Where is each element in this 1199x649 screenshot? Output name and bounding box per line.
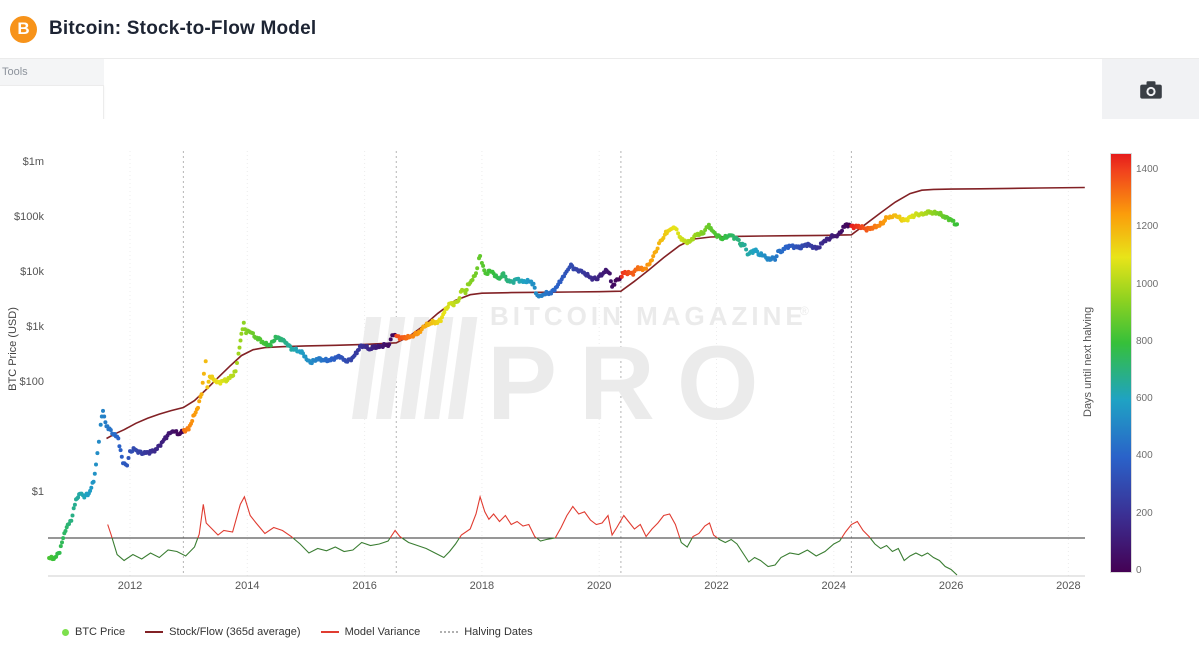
- watermark: BITCOIN MAGAZINE® PRO: [352, 301, 809, 442]
- legend-label: BTC Price: [75, 626, 126, 638]
- colorbar-tick-label: 1000: [1136, 278, 1159, 290]
- svg-text:$1: $1: [32, 486, 44, 498]
- colorbar-tick-label: 1200: [1136, 221, 1159, 233]
- halving-date-lines: [182, 151, 852, 576]
- svg-text:$1m: $1m: [23, 156, 44, 168]
- svg-text:2012: 2012: [118, 580, 142, 592]
- y-axis-labels: $1m $100k $10k $1k $100 $1: [14, 156, 44, 498]
- colorbar-tick-label: 800: [1136, 335, 1153, 347]
- tools-block: Tools: [0, 59, 104, 120]
- colorbar-title: Days until next halving: [1082, 306, 1094, 418]
- svg-text:2016: 2016: [352, 580, 376, 592]
- legend-label: Model Variance: [344, 626, 421, 638]
- svg-text:$100: $100: [20, 376, 44, 388]
- svg-text:2022: 2022: [704, 580, 728, 592]
- camera-icon: [1139, 81, 1162, 99]
- svg-text:2028: 2028: [1056, 580, 1080, 592]
- svg-text:2024: 2024: [822, 580, 846, 592]
- btc-price-scatter: [47, 209, 959, 562]
- chart-legend: BTC Price Stock/Flow (365d average) Model …: [62, 626, 533, 638]
- legend-swatch: [145, 631, 164, 633]
- colorbar-tick-label: 400: [1136, 450, 1153, 462]
- bitcoin-logo-icon: B: [10, 15, 37, 43]
- x-axis-labels: 2012 2014 2016 2018 2020 2022 2024 2026 2028: [118, 580, 1081, 592]
- legend-item-stock-flow-365d-average-[interactable]: Stock/Flow (365d average): [145, 626, 301, 638]
- toolbar-strip: Tools: [0, 59, 1199, 121]
- colorbar-tick-label: 200: [1136, 507, 1153, 519]
- colorbar-tick-label: 600: [1136, 393, 1153, 405]
- legend-label: Stock/Flow (365d average): [169, 626, 301, 638]
- legend-swatch: [440, 631, 459, 633]
- legend-item-halving-dates[interactable]: Halving Dates: [440, 626, 533, 638]
- colorbar-tick-label: 0: [1136, 565, 1142, 576]
- stock-flow-line: [106, 186, 1085, 440]
- svg-text:$1k: $1k: [26, 321, 44, 333]
- page-title: Bitcoin: Stock-to-Flow Model: [49, 18, 317, 39]
- svg-text:PRO: PRO: [487, 325, 781, 442]
- svg-text:$100k: $100k: [14, 211, 44, 223]
- legend-label: Halving Dates: [464, 626, 533, 638]
- legend-item-btc-price[interactable]: BTC Price: [62, 626, 125, 638]
- legend-item-model-variance[interactable]: Model Variance: [320, 626, 421, 638]
- svg-text:2026: 2026: [939, 580, 963, 592]
- svg-text:2014: 2014: [235, 580, 259, 592]
- legend-swatch: [320, 631, 339, 633]
- legend-swatch: [62, 628, 69, 636]
- colorbar-tick-label: 1400: [1136, 164, 1159, 176]
- colorbar: [1110, 153, 1132, 573]
- camera-button[interactable]: [1135, 76, 1167, 104]
- s2f-chart-svg[interactable]: BITCOIN MAGAZINE®PRO$1m$100k$10k$1k$100$…: [0, 119, 1199, 649]
- camera-block: [1102, 59, 1199, 121]
- y-axis-title: BTC Price (USD): [7, 307, 19, 391]
- tools-panel: [0, 85, 104, 120]
- svg-text:®: ®: [800, 304, 809, 318]
- svg-text:$10k: $10k: [20, 266, 44, 278]
- chart-region: BITCOIN MAGAZINE ® PRO $1m $100k $10k $1k $100 $…: [0, 119, 1199, 649]
- header: B Bitcoin: Stock-to-Flow Model: [0, 0, 1199, 59]
- svg-text:2018: 2018: [470, 580, 494, 592]
- tools-menu[interactable]: Tools: [2, 66, 28, 78]
- model-variance-line: [107, 494, 958, 576]
- svg-text:BITCOIN MAGAZINE: BITCOIN MAGAZINE: [490, 301, 807, 331]
- svg-text:2020: 2020: [587, 580, 611, 592]
